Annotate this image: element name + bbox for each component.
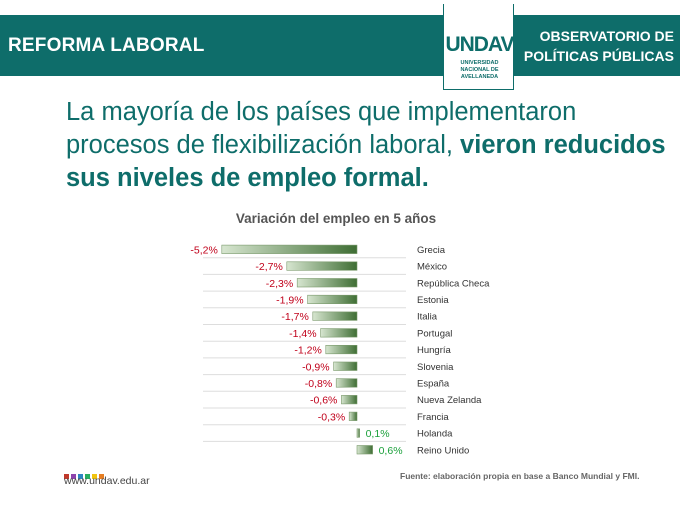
data-label: -2,7% [255, 261, 282, 273]
headline-bold: vieron reducidos sus niveles de empleo f… [66, 131, 666, 192]
data-label: -0,3% [318, 411, 345, 423]
brand-dot [78, 474, 83, 479]
header-bar: REFORMA LABORAL OBSERVATORIO DE POLÍTICA… [0, 15, 680, 76]
data-label: 0,1% [366, 428, 390, 440]
brand-dot [99, 474, 104, 479]
bar [356, 428, 360, 438]
data-label: -1,9% [276, 294, 303, 306]
category-label: Italia [417, 312, 438, 323]
bar [320, 328, 358, 338]
data-label: -0,6% [310, 395, 337, 407]
data-label: -5,2% [190, 244, 217, 256]
category-label: Francia [417, 412, 449, 423]
category-label: República Checa [417, 278, 490, 289]
brand-dot [64, 474, 69, 479]
bar [307, 294, 358, 305]
logo-sub-line3: AVELLANEDA [460, 74, 499, 80]
bar [286, 261, 358, 271]
undav-logo: UNDAV UNIVERSIDAD NACIONAL DE AVELLANEDA [443, 4, 515, 90]
section-title: REFORMA LABORAL [8, 35, 205, 56]
headline: La mayoría de los países que implementar… [66, 96, 666, 195]
bar [341, 395, 358, 405]
category-label: Portugal [417, 328, 452, 339]
category-label: Hungría [417, 345, 452, 356]
data-label: -1,2% [294, 345, 321, 357]
category-label: México [417, 262, 447, 273]
data-label: -0,9% [302, 361, 329, 373]
bar [221, 244, 358, 254]
logo-subtitle: UNIVERSIDAD NACIONAL DE AVELLANEDA [444, 60, 515, 81]
bar [335, 378, 358, 388]
data-label: 0,6% [379, 445, 403, 457]
logo-sub-line1: UNIVERSIDAD [460, 60, 499, 66]
website-url: www.undav.edu.ar [64, 475, 150, 487]
data-label: -2,3% [266, 278, 293, 290]
source-note: Fuente: elaboración propia en base a Ban… [400, 471, 640, 481]
bar [312, 311, 358, 321]
category-label: Slovenia [417, 362, 454, 373]
bar [325, 344, 358, 355]
bar [356, 445, 373, 455]
bar [348, 411, 358, 421]
headline-regular: La mayoría de los países que implementar… [66, 98, 577, 159]
data-label: -1,7% [281, 311, 308, 323]
brand-dots [64, 466, 106, 484]
chart-title: Variación del empleo en 5 años [236, 211, 436, 226]
brand-dot [92, 474, 97, 479]
observatory-title: OBSERVATORIO DE POLÍTICAS PÚBLICAS [524, 26, 674, 66]
category-label: España [417, 378, 450, 389]
category-label: Reino Unido [417, 445, 469, 456]
observatory-title-line1: OBSERVATORIO DE [539, 28, 674, 44]
bar [333, 361, 358, 371]
category-label: Estonia [417, 295, 449, 306]
brand-dot [71, 474, 76, 479]
brand-dot [85, 474, 90, 479]
logo-sub-line2: NACIONAL DE [460, 67, 499, 73]
category-label: Grecia [417, 245, 446, 256]
bar [296, 278, 358, 288]
category-label: Nueva Zelanda [417, 395, 482, 406]
logo-wordmark: UNDAV [445, 33, 514, 56]
data-label: -0,8% [305, 378, 332, 390]
data-label: -1,4% [289, 328, 316, 340]
category-label: Holanda [417, 429, 453, 440]
observatory-title-line2: POLÍTICAS PÚBLICAS [523, 48, 674, 64]
